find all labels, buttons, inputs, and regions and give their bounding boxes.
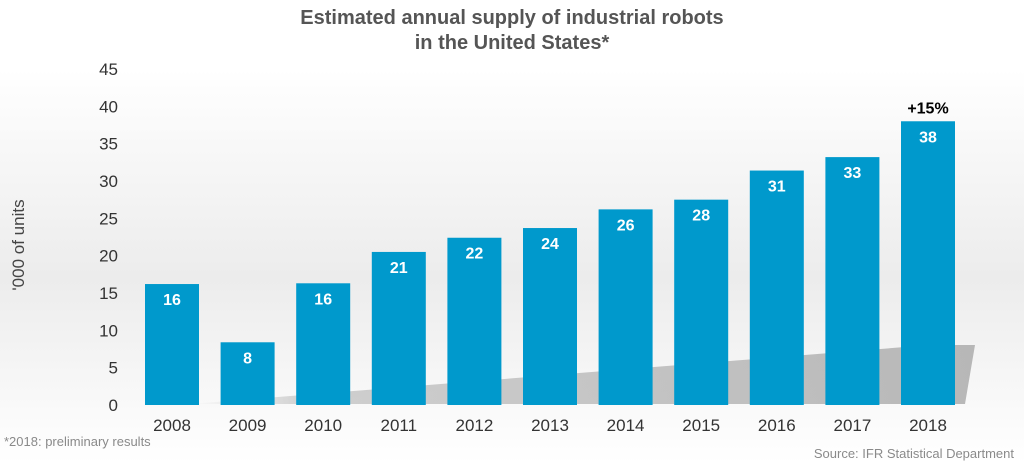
y-tick-label: 45 <box>99 60 118 79</box>
bar-2008 <box>145 284 199 405</box>
y-tick-label: 35 <box>99 135 118 154</box>
data-label-2010: 16 <box>314 291 332 308</box>
data-label-2018: 38 <box>919 129 937 146</box>
y-tick-label: 20 <box>99 247 118 266</box>
y-tick-label: 10 <box>99 321 118 340</box>
y-tick-label: 40 <box>99 97 118 116</box>
data-label-2008: 16 <box>163 292 181 309</box>
x-tick-label-2011: 2011 <box>381 416 418 435</box>
bar-2016 <box>749 170 804 405</box>
bar-2015 <box>674 199 729 405</box>
source-note: Source: IFR Statistical Department <box>814 446 1015 461</box>
data-label-2011: 21 <box>390 260 408 277</box>
y-tick-label: 0 <box>109 396 118 415</box>
x-tick-label-2008: 2008 <box>153 416 191 435</box>
data-label-2013: 24 <box>541 236 559 253</box>
data-label-2009: 8 <box>243 350 252 367</box>
chart-title-line-2: in the United States* <box>415 32 610 54</box>
x-tick-label-2015: 2015 <box>682 416 720 435</box>
bar-2017 <box>825 157 880 405</box>
x-tick-label-2012: 2012 <box>455 416 493 435</box>
x-axis: 2008 2009 2010 2011 2012 2013 2014 2015 2016 2017… <box>153 416 947 435</box>
x-tick-label-2018: 2018 <box>909 416 947 435</box>
data-label-2016: 31 <box>768 179 786 196</box>
y-tick-label: 30 <box>99 172 118 191</box>
x-tick-label-2010: 2010 <box>304 416 342 435</box>
bar-2013 <box>523 228 577 405</box>
y-tick-label: 25 <box>99 209 118 228</box>
bar-2010 <box>296 283 351 405</box>
x-tick-label-2013: 2013 <box>531 416 569 435</box>
y-tick-label: 5 <box>109 359 118 378</box>
data-label-2014: 26 <box>617 217 635 234</box>
data-label-2012: 22 <box>466 246 484 263</box>
footnote: *2018: preliminary results <box>4 434 151 449</box>
x-tick-label-2014: 2014 <box>607 416 645 435</box>
y-axis: 0 5 10 15 20 25 30 35 40 45 <box>99 60 118 415</box>
x-tick-label-2017: 2017 <box>833 416 871 435</box>
x-tick-label-2016: 2016 <box>758 416 796 435</box>
bar-2018 <box>901 121 955 406</box>
bar-2009 <box>220 342 275 405</box>
bar-2012 <box>447 237 502 405</box>
chart-title-line-1: Estimated annual supply of industrial ro… <box>300 7 723 29</box>
y-axis-label: '000 of units <box>9 199 28 290</box>
data-label-2017: 33 <box>844 165 862 182</box>
data-label-2015: 28 <box>692 208 710 225</box>
growth-annotation: +15% <box>907 100 948 117</box>
bar-2011 <box>371 251 426 405</box>
y-tick-label: 15 <box>99 284 118 303</box>
bar-2014 <box>598 209 653 405</box>
x-tick-label-2009: 2009 <box>229 416 267 435</box>
bars-group: 16 8 16 21 22 24 26 28 31 33 38 +15% <box>145 100 955 406</box>
